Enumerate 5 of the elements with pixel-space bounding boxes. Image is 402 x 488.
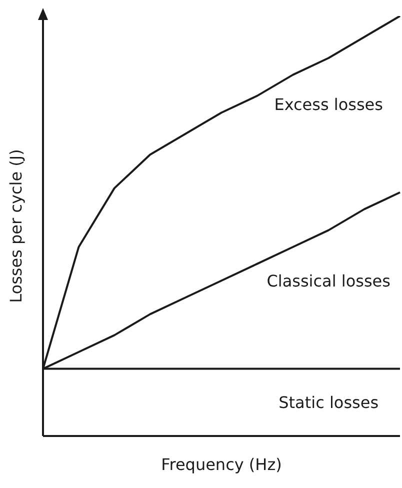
annotation: Excess losses — [274, 94, 383, 114]
y-axis-title: Losses per cycle (J) — [6, 149, 26, 303]
annotation: Static losses — [278, 393, 379, 412]
x-axis-title: Frequency (Hz) — [161, 455, 282, 474]
annotation: Classical losses — [266, 271, 390, 290]
